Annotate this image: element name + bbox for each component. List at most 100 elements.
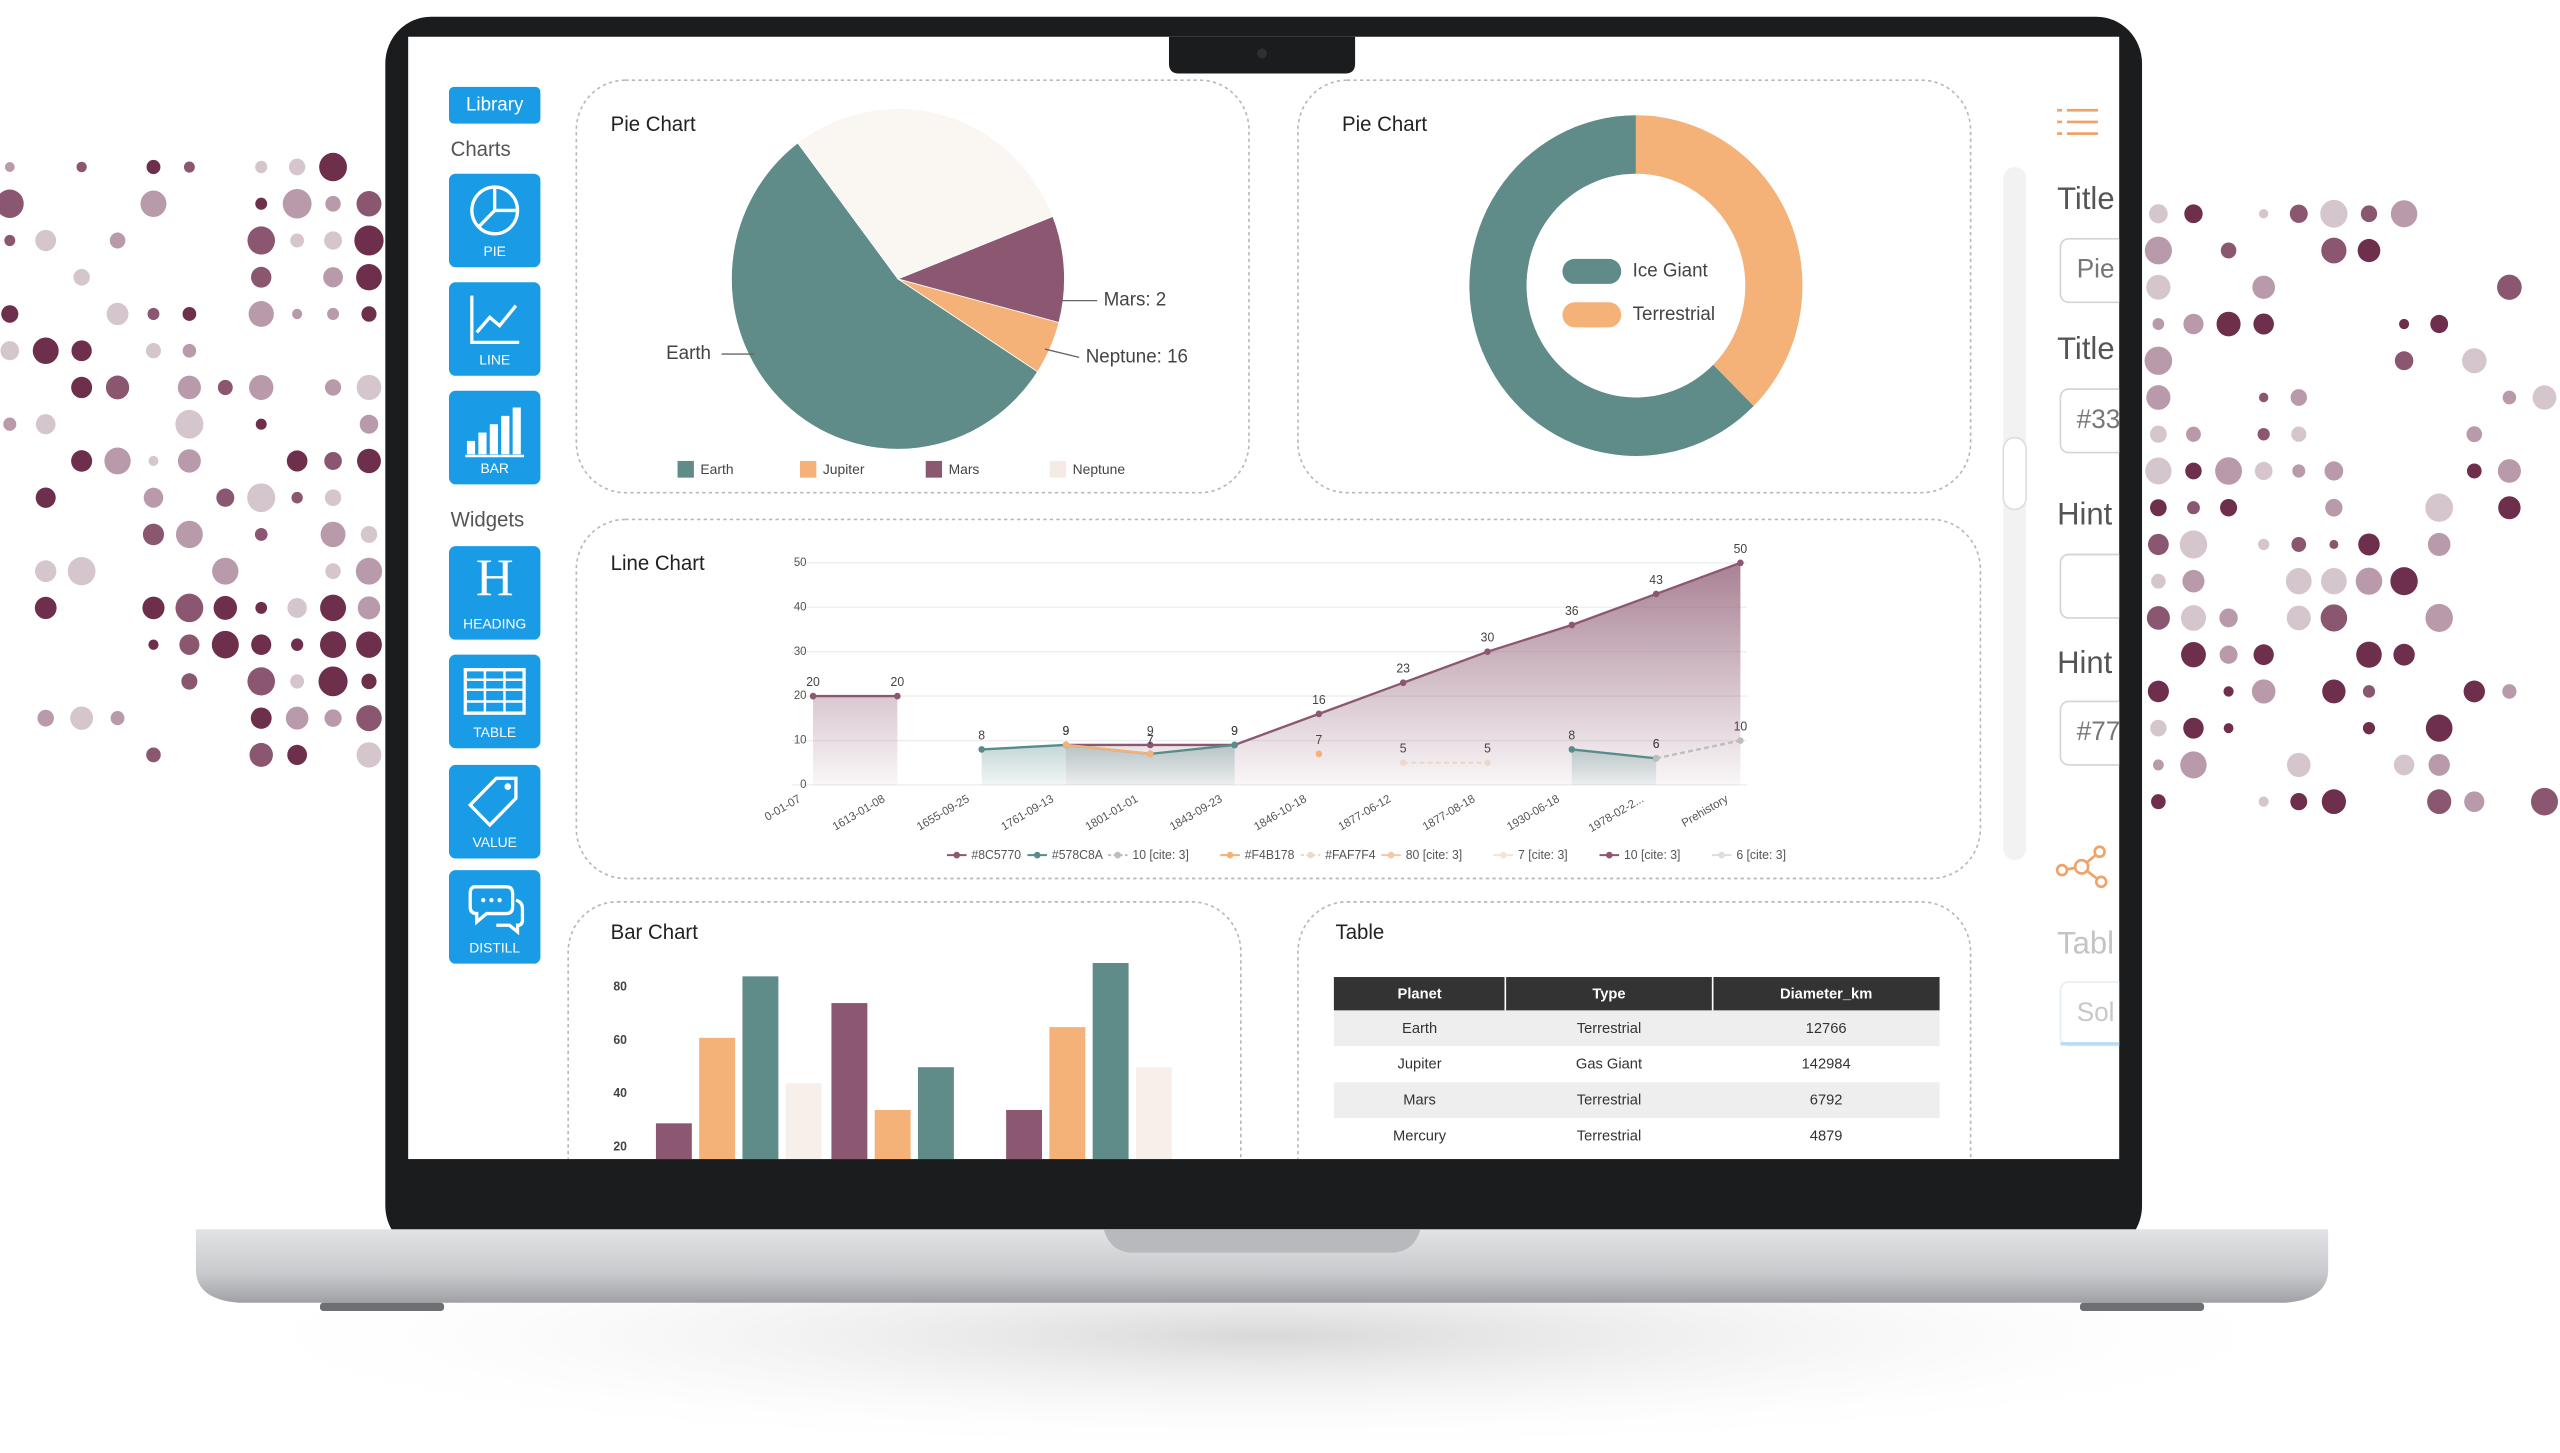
decor-dot [2322, 679, 2346, 704]
field-input[interactable] [2059, 237, 2158, 304]
decor-dot [356, 190, 382, 217]
decor-dot [285, 706, 309, 730]
tool-label[interactable]: HEADING [463, 615, 526, 631]
library-button[interactable] [448, 86, 541, 124]
decor-dot [73, 268, 90, 286]
decor-dot [2219, 645, 2238, 664]
decor-dot [2393, 643, 2415, 666]
decor-dot [327, 307, 340, 321]
decor-dot [249, 742, 273, 767]
data-label: 6 [1653, 737, 1660, 751]
bar [699, 1037, 736, 1160]
library-label[interactable]: Library [466, 94, 524, 115]
data-label: 7 [1315, 733, 1322, 747]
section-heading: Charts [451, 138, 511, 161]
data-label: 10 [1734, 719, 1748, 733]
decor-dot [357, 596, 381, 620]
line-point [1737, 559, 1744, 567]
decor-dot [248, 301, 274, 327]
chat-icon [468, 885, 515, 926]
table-cell: Terrestrial [1577, 1021, 1641, 1037]
tool-tile[interactable] [448, 546, 541, 640]
decor-dot [2144, 236, 2172, 265]
data-label: 9 [1147, 724, 1154, 738]
chat-icon [481, 898, 486, 903]
decor-dot [2362, 685, 2376, 698]
legend-label: Ice Giant [1633, 260, 1709, 281]
decor-dot [357, 448, 381, 474]
data-label: 9 [1063, 724, 1070, 738]
decor-dot [2185, 462, 2202, 480]
network-icon[interactable] [2055, 845, 2108, 889]
tool-label[interactable]: LINE [479, 351, 510, 367]
decor-dot [2152, 759, 2164, 771]
legend-label: #F4B178 [1245, 848, 1295, 862]
scrollbar-thumb[interactable] [2002, 436, 2027, 511]
decor-dot [361, 673, 377, 690]
menu-icon[interactable] [2057, 108, 2098, 135]
decor-dot [146, 159, 161, 175]
field-input[interactable] [2059, 700, 2158, 766]
decor-dot [2223, 723, 2234, 734]
table-cell: Terrestrial [1577, 1128, 1641, 1144]
bar-icon [466, 440, 476, 455]
decor-dot [2430, 314, 2449, 334]
decor-dot [2251, 679, 2276, 704]
decor-dot [3, 417, 17, 431]
line-point [1315, 750, 1323, 758]
y-tick-label: 10 [794, 735, 807, 747]
decor-dot [2146, 274, 2171, 300]
data-label: 8 [978, 728, 985, 742]
decor-dot [35, 560, 57, 583]
line-point [1062, 741, 1070, 749]
field-value[interactable]: #33 [2077, 404, 2121, 434]
field-input[interactable] [2059, 388, 2158, 454]
field-value[interactable]: #77 [2077, 716, 2121, 746]
decor-dot [2390, 567, 2418, 596]
tool-label[interactable]: VALUE [472, 834, 516, 850]
tool-label[interactable]: TABLE [473, 724, 516, 740]
decor-dot [2285, 568, 2312, 595]
legend-label: Neptune [1073, 461, 1126, 477]
legend-label: 6 [cite: 3] [1736, 848, 1786, 862]
table-cell: Jupiter [1398, 1057, 1442, 1073]
decor-dot [2180, 751, 2207, 779]
line-series [1655, 739, 1741, 760]
field-label: Hint [2057, 496, 2112, 531]
chat-icon [489, 898, 494, 903]
tool-tile[interactable] [448, 173, 541, 268]
tag-icon [504, 783, 512, 790]
decor-dot [2289, 204, 2308, 223]
decor-dot [4, 162, 15, 173]
legend-swatch [1049, 460, 1067, 478]
decor-dot [2146, 385, 2171, 410]
decor-dot [175, 520, 203, 549]
table-cell: 4879 [1810, 1128, 1843, 1144]
decor-dot [2257, 427, 2270, 441]
field-input[interactable] [2059, 553, 2158, 619]
decor-dot [175, 409, 204, 439]
decor-dot [249, 374, 274, 400]
decor-dot [106, 302, 129, 326]
legend-label: 10 [cite: 3] [1624, 848, 1680, 862]
legend-marker [1718, 851, 1725, 859]
laptop-foot [320, 1302, 445, 1312]
bar-icon [478, 432, 487, 455]
decor-dot [0, 341, 20, 361]
field-value[interactable]: Pie [2077, 253, 2115, 283]
decor-dot [2258, 796, 2269, 807]
tool-label[interactable]: DISTILL [469, 939, 520, 955]
field-value[interactable]: Sol [2077, 997, 2115, 1027]
tool-label[interactable]: BAR [480, 460, 508, 476]
bar [1049, 1027, 1086, 1160]
decor-dot [2356, 641, 2382, 668]
decor-dot [247, 483, 276, 513]
legend-label: Jupiter [823, 461, 865, 477]
tool-label[interactable]: PIE [484, 243, 506, 259]
camera [1257, 48, 1267, 59]
decor-dot [212, 557, 239, 585]
decor-dot [320, 521, 346, 548]
decor-dot [247, 667, 276, 696]
